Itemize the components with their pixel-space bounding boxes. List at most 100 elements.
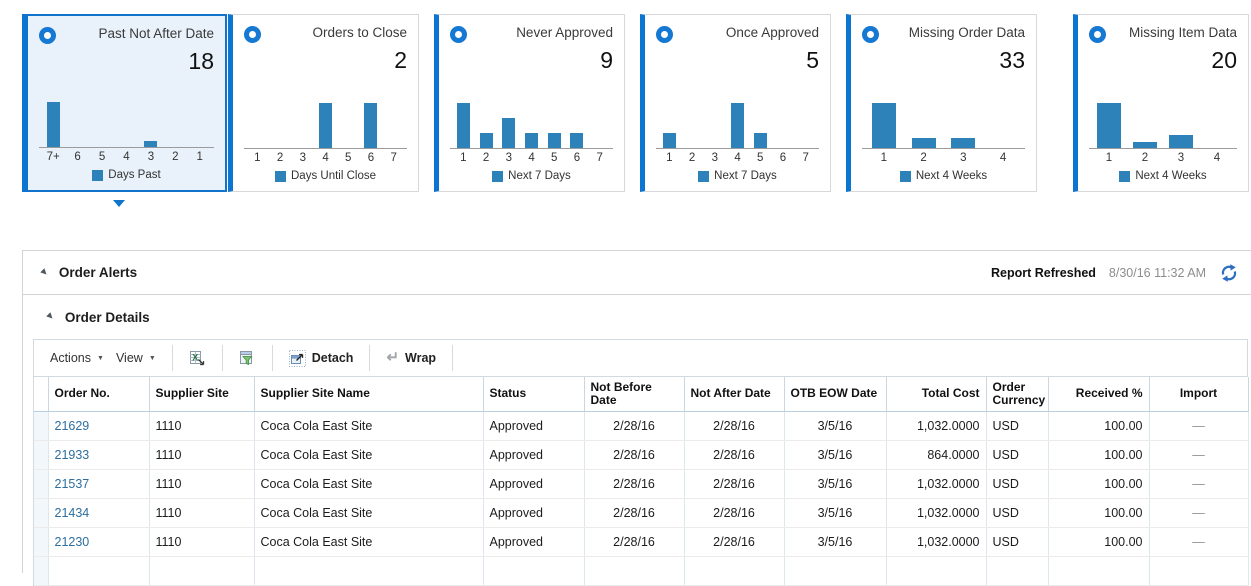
export-to-excel-icon: X <box>189 350 204 365</box>
detach-icon <box>288 349 306 367</box>
row-selector-cell[interactable] <box>34 556 49 586</box>
row-selector-cell[interactable] <box>34 527 49 557</box>
x-axis-line <box>656 148 819 149</box>
x-axis-tick-label: 3 <box>1177 152 1185 164</box>
cell-otb_eow: 3/5/16 <box>784 469 887 499</box>
order-alerts-panel: ▼ Order Alerts Report Refreshed 8/30/16 … <box>22 250 1251 586</box>
cell-not_after: 2/28/16 <box>684 440 785 470</box>
x-axis-line <box>450 148 613 149</box>
column-header-currency[interactable]: Order Currency <box>986 377 1049 412</box>
bar <box>46 102 60 147</box>
query-by-example-button[interactable] <box>233 346 262 371</box>
cell-not_before: 2/28/16 <box>584 498 685 528</box>
x-axis-tick-label: 7 <box>802 152 809 164</box>
tile-title: Missing Order Data <box>908 25 1025 40</box>
tile-header: Orders to Close <box>244 24 407 43</box>
order-details-table: Order No. Supplier Site Supplier Site Name… <box>34 377 1249 586</box>
toolbar-separator <box>171 345 173 371</box>
cell-currency: USD <box>986 527 1049 557</box>
column-header-not_after[interactable]: Not After Date <box>684 377 785 412</box>
tile-radio-icon[interactable] <box>450 26 467 43</box>
cell-status: Approved <box>483 498 585 528</box>
collapse-triangle-icon[interactable]: ▼ <box>37 264 52 280</box>
legend-label: Days Until Close <box>291 170 376 182</box>
alert-tile-missing-item-data[interactable]: Missing Item Data 20 1 2 3 4 Next 4 Weeks <box>1073 14 1249 192</box>
cell-total_cost: 1,032.0000 <box>886 411 987 441</box>
tile-title: Once Approved <box>725 25 819 40</box>
tile-radio-icon[interactable] <box>862 26 879 43</box>
column-header-total_cost[interactable]: Total Cost <box>886 377 987 412</box>
alert-tile-past-not-after-date[interactable]: Past Not After Date 18 7+ 6 5 4 3 2 1 Days Past <box>22 14 227 192</box>
legend-swatch-icon <box>899 170 911 182</box>
tile-bar-chart: 1 2 3 4 5 6 7 Next 7 Days <box>656 102 819 182</box>
x-axis-tick-label: 1 <box>880 152 888 164</box>
column-header-otb_eow[interactable]: OTB EOW Date <box>784 377 887 412</box>
column-header-import[interactable]: Import <box>1149 377 1249 412</box>
chart-legend: Next 7 Days <box>656 170 819 182</box>
actions-menu-label: Actions <box>50 351 91 365</box>
column-header-supplier_site[interactable]: Supplier Site <box>149 377 255 412</box>
cell-not_after: 2/28/16 <box>684 527 785 557</box>
cell-order_no <box>48 556 150 586</box>
refresh-icon[interactable] <box>1219 263 1239 283</box>
cell-otb_eow: 3/5/16 <box>784 498 887 528</box>
tile-count: 2 <box>394 47 407 73</box>
alert-tile-orders-to-close[interactable]: Orders to Close 2 1 2 3 4 5 6 7 Days Until Close <box>228 14 419 192</box>
actions-menu-button[interactable]: Actions ▼ <box>44 347 110 369</box>
row-selector-cell[interactable] <box>34 469 49 499</box>
bar-slot <box>360 103 383 148</box>
tile-header: Missing Item Data <box>1089 24 1237 43</box>
cell-order_no[interactable]: 21629 <box>48 411 150 441</box>
tile-title: Orders to Close <box>312 25 407 40</box>
bar <box>525 133 539 148</box>
cell-status: Approved <box>483 411 585 441</box>
row-selector-cell[interactable] <box>34 440 49 470</box>
bar-slot <box>520 133 543 148</box>
cell-order_no[interactable]: 21434 <box>48 498 150 528</box>
column-header-status[interactable]: Status <box>483 377 585 412</box>
toolbar-separator <box>452 345 454 371</box>
row-selector-cell[interactable] <box>34 498 49 528</box>
bar-slot <box>749 133 772 148</box>
cell-order_no[interactable]: 21537 <box>48 469 150 499</box>
x-axis-tick-label: 3 <box>299 152 306 164</box>
row-selector-cell[interactable] <box>34 411 49 441</box>
cell-supplier_site: 1110 <box>149 411 255 441</box>
cell-status: Approved <box>483 527 585 557</box>
alert-tile-never-approved[interactable]: Never Approved 9 1 2 3 4 5 6 7 Next 7 Days <box>434 14 625 192</box>
collapse-triangle-icon[interactable]: ▼ <box>43 309 58 325</box>
chart-legend: Next 7 Days <box>450 170 613 182</box>
export-to-excel-button[interactable]: X <box>183 346 212 371</box>
cell-received: 100.00 <box>1048 527 1150 557</box>
bar-slot <box>864 103 904 148</box>
tile-radio-icon[interactable] <box>244 26 261 43</box>
bar <box>364 103 378 148</box>
order-details-grid: Actions ▼ View ▼ X <box>33 339 1249 586</box>
cell-order_no[interactable]: 21230 <box>48 527 150 557</box>
bar-slot <box>497 118 520 148</box>
wrap-label: Wrap <box>405 351 437 365</box>
tile-header: Past Not After Date <box>39 25 214 44</box>
tile-radio-icon[interactable] <box>39 27 56 44</box>
detach-button[interactable]: Detach <box>283 346 360 371</box>
selected-tile-marker-icon <box>113 200 125 207</box>
alert-tile-once-approved[interactable]: Once Approved 5 1 2 3 4 5 6 7 Next 7 Days <box>640 14 831 192</box>
bar <box>502 118 516 148</box>
column-header-supplier_site_name[interactable]: Supplier Site Name <box>254 377 484 412</box>
alert-tile-missing-order-data[interactable]: Missing Order Data 33 1 2 3 4 Next 4 Weeks <box>846 14 1037 192</box>
tile-bar-chart: 7+ 6 5 4 3 2 1 Days Past <box>39 101 214 181</box>
column-header-received[interactable]: Received % <box>1048 377 1150 412</box>
cell-otb_eow <box>784 556 887 586</box>
cell-order_no[interactable]: 21933 <box>48 440 150 470</box>
cell-import: — <box>1149 440 1249 470</box>
tile-radio-icon[interactable] <box>1089 26 1106 43</box>
tile-radio-icon[interactable] <box>656 26 673 43</box>
column-header-order_no[interactable]: Order No. <box>48 377 150 412</box>
cell-import: — <box>1149 411 1249 441</box>
cell-supplier_site_name: Coca Cola East Site <box>254 411 484 441</box>
x-axis-tick-label: 2 <box>482 152 490 164</box>
wrap-button[interactable]: ↵ Wrap <box>380 347 442 369</box>
view-menu-button[interactable]: View ▼ <box>110 347 162 369</box>
cell-supplier_site_name: Coca Cola East Site <box>254 527 484 557</box>
column-header-not_before[interactable]: Not Before Date <box>584 377 685 412</box>
